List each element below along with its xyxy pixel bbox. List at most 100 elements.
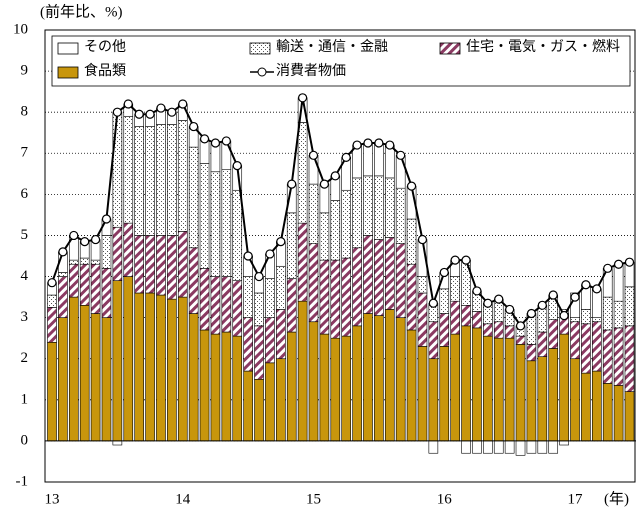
- bar: [613, 385, 624, 442]
- bar: [384, 144, 395, 179]
- bar: [570, 358, 580, 442]
- bar: [493, 321, 504, 339]
- bar: [395, 317, 406, 442]
- bar: [90, 263, 101, 314]
- cpi-marker: [592, 284, 602, 294]
- bar: [101, 268, 112, 318]
- cpi-marker: [330, 171, 340, 181]
- bar: [624, 391, 635, 442]
- bar: [624, 325, 635, 392]
- bar: [428, 440, 439, 454]
- bar: [265, 278, 275, 318]
- legend-label: 消費者物価: [276, 63, 346, 79]
- bar: [134, 126, 144, 236]
- bar: [624, 286, 635, 327]
- legend-swatch: [439, 42, 461, 55]
- bar: [145, 292, 155, 442]
- bar: [199, 163, 210, 269]
- bar: [232, 189, 243, 281]
- cpi-marker: [101, 214, 112, 224]
- bar: [515, 440, 526, 456]
- cpi-marker: [123, 99, 133, 109]
- bar: [199, 329, 210, 442]
- cpi-marker: [298, 93, 308, 103]
- bar: [123, 276, 134, 442]
- bar: [58, 272, 68, 277]
- y-tick-label: -1: [16, 473, 29, 489]
- bar: [101, 317, 112, 442]
- legend-marker: [257, 67, 267, 77]
- bar: [101, 235, 112, 269]
- cpi-marker: [406, 181, 417, 191]
- x-tick-label: 17: [568, 491, 584, 507]
- bar: [79, 257, 90, 265]
- bar: [286, 278, 297, 333]
- bar: [156, 124, 166, 236]
- cpi-marker: [396, 150, 406, 160]
- bar: [167, 298, 177, 442]
- bar: [515, 335, 526, 345]
- bar: [286, 331, 297, 442]
- bar: [374, 142, 384, 177]
- bar: [591, 317, 602, 323]
- bar: [581, 323, 591, 374]
- cpi-marker: [559, 310, 569, 321]
- y-tick-label: 3: [21, 309, 29, 325]
- legend-label: 住宅・電気・ガス・燃料: [466, 38, 620, 55]
- cpi-marker: [112, 107, 122, 117]
- bar: [167, 235, 177, 300]
- bar: [210, 333, 221, 442]
- bar: [112, 111, 123, 228]
- bar: [68, 296, 79, 442]
- cpi-marker: [145, 109, 155, 119]
- cpi-marker: [439, 267, 449, 278]
- bar: [581, 372, 591, 442]
- bar: [428, 321, 439, 360]
- y-tick-label: 9: [21, 63, 29, 79]
- x-tick-label: 15: [306, 491, 321, 507]
- cpi-marker: [417, 234, 428, 245]
- bar: [47, 307, 57, 343]
- bar: [613, 300, 624, 329]
- bar: [384, 237, 395, 310]
- y-tick-label: 10: [13, 21, 28, 37]
- bar: [384, 309, 395, 442]
- cpi-marker: [254, 271, 264, 282]
- bar: [537, 440, 548, 454]
- bar: [286, 212, 297, 279]
- bar: [439, 346, 450, 442]
- bar: [254, 325, 264, 380]
- cpi-marker: [472, 286, 482, 296]
- bar: [374, 175, 384, 240]
- cpi-marker: [352, 140, 362, 150]
- bar: [395, 187, 406, 244]
- legend-label: その他: [84, 39, 126, 55]
- bar: [134, 292, 144, 442]
- bar: [417, 276, 428, 294]
- bar: [504, 440, 515, 454]
- bar: [68, 263, 79, 298]
- cpi-marker: [374, 138, 384, 148]
- y-tick-label: 2: [21, 350, 29, 366]
- bar: [177, 231, 188, 298]
- legend-label: 輸送・通信・金融: [276, 39, 388, 55]
- y-tick-label: 8: [21, 104, 29, 120]
- bar: [79, 263, 90, 306]
- bar: [472, 440, 482, 454]
- bar: [330, 259, 341, 339]
- bar: [363, 142, 373, 177]
- bar: [134, 235, 144, 294]
- bar: [221, 169, 232, 277]
- plot-frame: [44, 29, 636, 483]
- bar: [112, 226, 123, 281]
- y-tick-label: 7: [21, 145, 29, 161]
- cpi-marker: [232, 161, 242, 171]
- bar: [613, 327, 624, 386]
- bar: [450, 300, 460, 335]
- bar: [548, 319, 559, 349]
- bar: [483, 323, 493, 337]
- bar: [461, 305, 471, 327]
- bar: [243, 370, 253, 442]
- bar: [330, 200, 341, 261]
- bar: [145, 126, 155, 236]
